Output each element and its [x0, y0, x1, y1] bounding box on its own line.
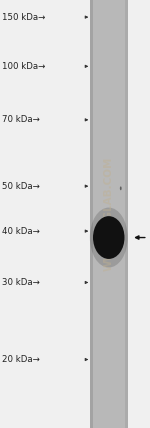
Text: 20 kDa→: 20 kDa→ [2, 355, 39, 364]
Ellipse shape [120, 187, 122, 190]
Text: 40 kDa→: 40 kDa→ [2, 226, 39, 236]
Text: 150 kDa→: 150 kDa→ [2, 12, 45, 22]
Text: 70 kDa→: 70 kDa→ [2, 115, 39, 125]
Text: 50 kDa→: 50 kDa→ [2, 181, 39, 191]
Text: 30 kDa→: 30 kDa→ [2, 278, 39, 287]
Bar [90, 0, 93, 428]
Bar [90, 0, 128, 428]
Ellipse shape [93, 216, 124, 259]
Text: WWW.PTGLAB.COM: WWW.PTGLAB.COM [104, 157, 114, 271]
Ellipse shape [90, 208, 128, 268]
Bar [124, 0, 128, 428]
Text: 100 kDa→: 100 kDa→ [2, 62, 45, 71]
